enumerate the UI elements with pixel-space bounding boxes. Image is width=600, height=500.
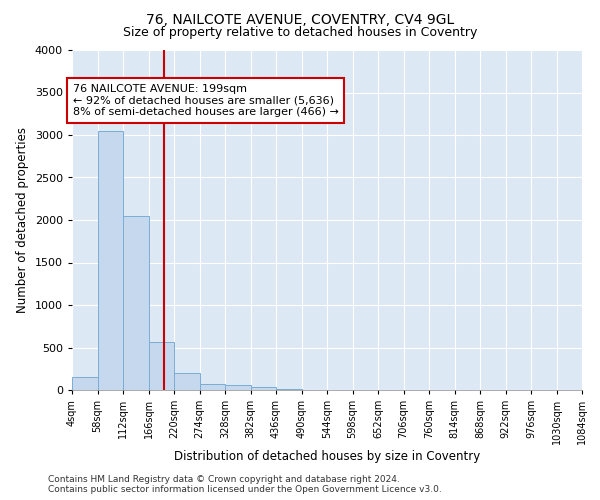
Bar — [72, 378, 97, 390]
Text: 76, NAILCOTE AVENUE, COVENTRY, CV4 9GL: 76, NAILCOTE AVENUE, COVENTRY, CV4 9GL — [146, 12, 454, 26]
X-axis label: Distribution of detached houses by size in Coventry: Distribution of detached houses by size … — [174, 450, 480, 463]
Bar — [149, 342, 174, 390]
Text: Contains HM Land Registry data © Crown copyright and database right 2024.
Contai: Contains HM Land Registry data © Crown c… — [48, 474, 442, 494]
Bar — [123, 216, 149, 390]
Bar — [200, 384, 225, 390]
Bar — [225, 386, 251, 390]
Bar — [174, 373, 199, 390]
Bar — [97, 130, 123, 390]
Bar — [251, 386, 276, 390]
Text: 76 NAILCOTE AVENUE: 199sqm
← 92% of detached houses are smaller (5,636)
8% of se: 76 NAILCOTE AVENUE: 199sqm ← 92% of deta… — [73, 84, 339, 117]
Bar — [276, 389, 302, 390]
Text: Size of property relative to detached houses in Coventry: Size of property relative to detached ho… — [123, 26, 477, 39]
Y-axis label: Number of detached properties: Number of detached properties — [16, 127, 29, 313]
